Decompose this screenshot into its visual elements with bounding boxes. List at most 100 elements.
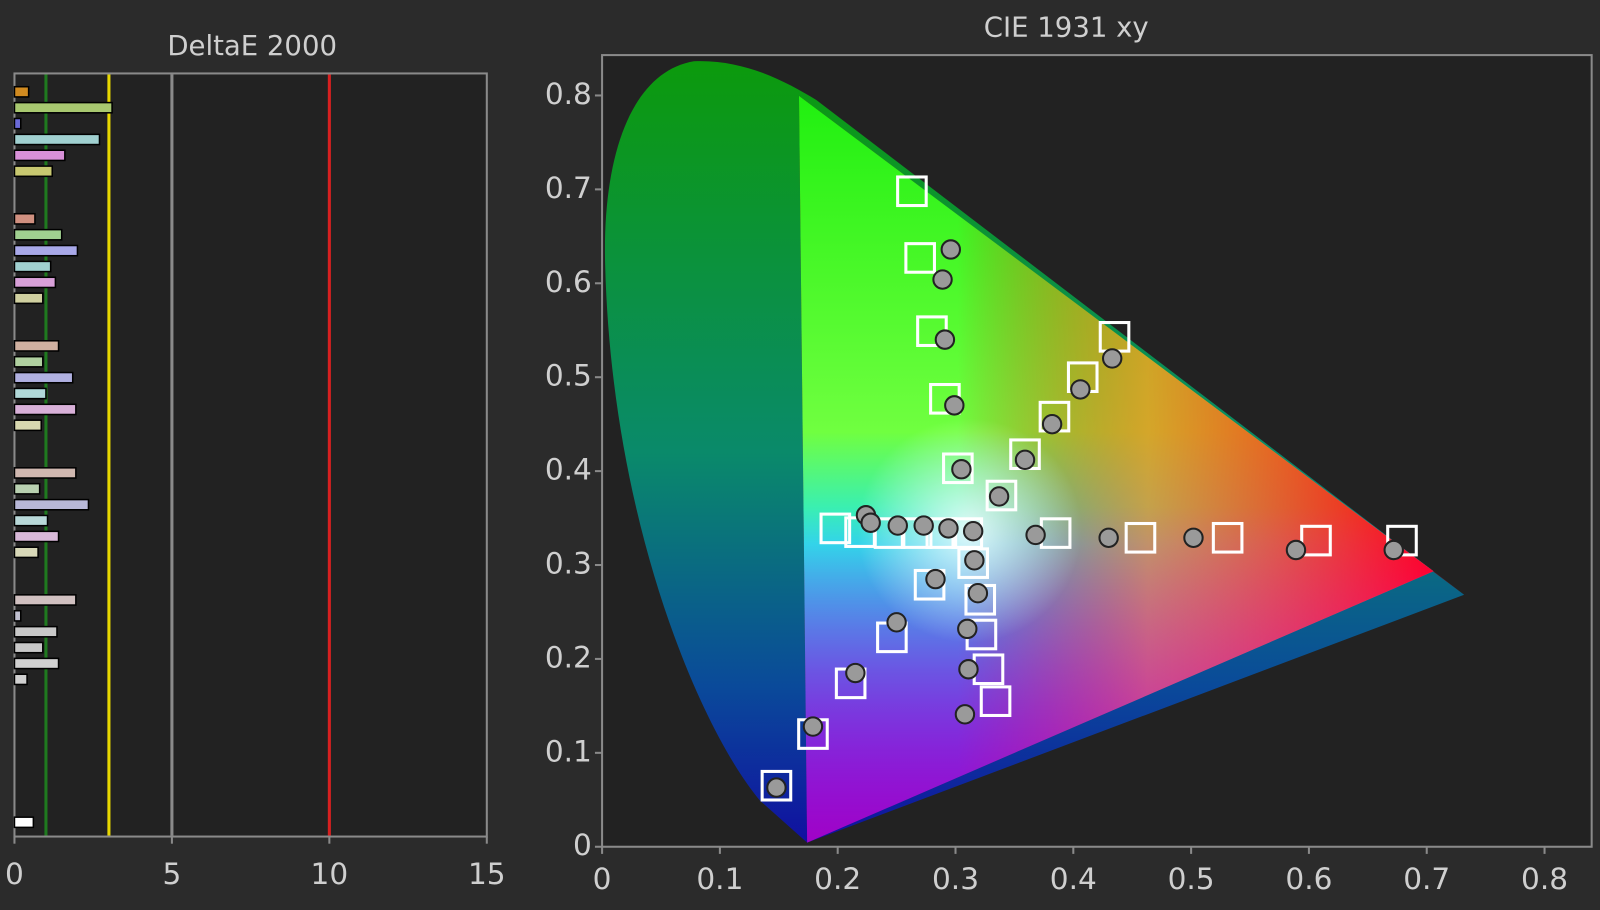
measured-point <box>964 550 985 571</box>
bar <box>13 514 49 527</box>
x-tick-label: 5 <box>162 857 181 891</box>
bar <box>13 228 63 241</box>
y-tick-label: 0.3 <box>545 547 592 581</box>
measured-point <box>967 582 989 604</box>
bar <box>13 403 77 416</box>
bar <box>13 387 47 400</box>
bar <box>13 276 57 289</box>
target-point <box>942 452 974 485</box>
bar <box>13 816 35 829</box>
x-tick-label: 0.6 <box>1285 862 1332 896</box>
measured-point <box>1014 449 1036 471</box>
bar <box>13 340 60 352</box>
measured-point <box>802 716 824 737</box>
x-tick-label: 0 <box>5 857 24 891</box>
target-point <box>985 479 1018 512</box>
measured-point <box>887 515 908 536</box>
measured-point <box>954 704 976 725</box>
y-tick-label: 0.4 <box>545 453 592 487</box>
bar <box>13 212 36 225</box>
measured-point <box>845 662 866 684</box>
bar <box>13 546 39 559</box>
measured-point <box>932 269 953 290</box>
measured-point <box>766 777 787 798</box>
bar <box>13 530 60 543</box>
measured-point <box>1383 539 1404 561</box>
measured-point <box>1025 524 1046 546</box>
measured-point <box>988 486 1010 507</box>
x-tick-label: 0.5 <box>1168 862 1215 896</box>
measured-point <box>938 518 959 539</box>
bar <box>13 355 44 368</box>
y-tick-label: 0.7 <box>545 171 592 205</box>
bar <box>13 292 44 305</box>
measured-point <box>944 395 965 416</box>
bar <box>13 165 54 178</box>
bar <box>13 371 74 384</box>
measured-point <box>1285 539 1307 561</box>
bar <box>13 419 42 432</box>
bar <box>13 260 52 273</box>
bar <box>13 244 79 257</box>
x-tick-label: 0.3 <box>932 862 979 896</box>
measured-point <box>1098 527 1119 548</box>
x-tick-label: 0.4 <box>1050 862 1097 896</box>
measured-point <box>1183 527 1204 548</box>
y-tick-label: 0.6 <box>545 265 592 299</box>
x-tick-label: 0.7 <box>1403 862 1450 896</box>
bar <box>13 641 44 654</box>
measured-point <box>962 521 984 542</box>
measured-point <box>1101 348 1123 369</box>
measured-point <box>913 515 934 536</box>
bar <box>13 609 22 622</box>
y-tick-label: 0.1 <box>545 734 592 768</box>
target-point <box>904 242 936 274</box>
measured-point <box>925 568 946 590</box>
x-tick-label: 0.2 <box>814 862 861 896</box>
target-point <box>819 512 852 545</box>
target-point <box>1211 521 1244 554</box>
bar <box>13 498 90 511</box>
y-tick-label: 0 <box>573 828 592 862</box>
bar <box>13 133 101 146</box>
bar <box>13 625 58 638</box>
measured-point <box>1041 413 1063 435</box>
target-point <box>957 547 989 579</box>
chart-title: DeltaE 2000 <box>167 30 337 62</box>
target-point <box>979 685 1012 718</box>
measured-point <box>1070 379 1091 400</box>
bar <box>13 482 41 495</box>
measured-point <box>951 459 972 480</box>
measured-point <box>860 512 881 533</box>
y-tick-label: 0.2 <box>545 640 592 674</box>
bar <box>13 149 66 162</box>
chart-title: CIE 1931 xy <box>984 12 1149 44</box>
x-tick-label: 0 <box>593 862 612 896</box>
bar <box>13 673 28 686</box>
measured-point <box>886 612 907 633</box>
measured-point <box>940 239 961 260</box>
x-tick-label: 10 <box>311 857 349 891</box>
measured-point <box>957 618 978 640</box>
x-tick-label: 0.1 <box>696 862 743 896</box>
bar <box>13 657 60 670</box>
bar <box>13 101 113 114</box>
target-point <box>896 175 928 208</box>
bar <box>13 467 77 479</box>
plot-area <box>13 72 488 838</box>
bar <box>13 85 30 98</box>
measured-point <box>958 659 979 680</box>
x-tick-label: 15 <box>468 857 506 891</box>
bar <box>13 594 77 606</box>
y-tick-label: 0.8 <box>545 77 592 111</box>
y-tick-label: 0.5 <box>545 359 592 393</box>
measured-point <box>934 329 956 350</box>
target-point <box>1124 521 1157 554</box>
x-tick-label: 0.8 <box>1521 862 1568 896</box>
target-point <box>1300 524 1332 557</box>
target-point <box>760 769 793 802</box>
bar <box>13 117 22 130</box>
gamut-fill <box>798 95 1434 843</box>
